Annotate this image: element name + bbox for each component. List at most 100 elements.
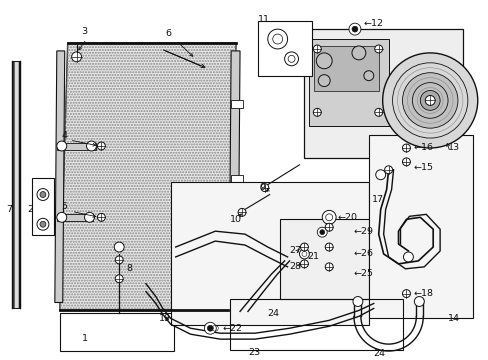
Circle shape	[319, 230, 324, 235]
Circle shape	[299, 249, 309, 259]
Circle shape	[325, 223, 332, 231]
Text: 24: 24	[373, 348, 385, 357]
Text: 24: 24	[267, 309, 279, 318]
Circle shape	[57, 212, 66, 222]
Circle shape	[384, 166, 392, 174]
Text: ←29: ←29	[353, 227, 373, 236]
Circle shape	[300, 260, 308, 268]
Circle shape	[238, 208, 245, 216]
Bar	[279, 219, 368, 298]
Bar	[32, 178, 54, 235]
Circle shape	[37, 218, 49, 230]
Polygon shape	[55, 51, 64, 302]
Circle shape	[374, 45, 382, 53]
Circle shape	[402, 144, 409, 152]
Circle shape	[374, 108, 382, 116]
Text: 5: 5	[61, 202, 68, 211]
Circle shape	[84, 212, 94, 222]
Circle shape	[313, 45, 321, 53]
Polygon shape	[314, 46, 378, 90]
Text: 27: 27	[289, 247, 301, 256]
Circle shape	[72, 52, 81, 62]
Polygon shape	[57, 214, 93, 221]
Text: ←20: ←20	[336, 213, 356, 222]
Circle shape	[115, 275, 123, 283]
Bar	[368, 135, 472, 318]
Bar	[257, 21, 312, 76]
Text: ←12: ←12	[363, 19, 383, 28]
Text: 7: 7	[6, 205, 12, 214]
Circle shape	[284, 52, 298, 66]
Circle shape	[57, 141, 66, 151]
Text: 2: 2	[27, 205, 33, 214]
Circle shape	[37, 189, 49, 201]
Circle shape	[348, 23, 360, 35]
Circle shape	[363, 71, 373, 81]
Circle shape	[97, 142, 105, 150]
Polygon shape	[12, 61, 20, 309]
Circle shape	[313, 108, 321, 116]
Text: 14: 14	[447, 314, 459, 323]
Circle shape	[318, 75, 329, 86]
Text: 19: 19	[159, 314, 170, 323]
Circle shape	[267, 29, 287, 49]
Circle shape	[97, 213, 105, 221]
Circle shape	[375, 170, 385, 180]
Polygon shape	[57, 143, 96, 150]
Text: 9: 9	[259, 183, 265, 192]
Polygon shape	[229, 51, 240, 302]
Text: 4: 4	[61, 131, 68, 140]
Circle shape	[317, 227, 326, 237]
Circle shape	[204, 322, 216, 334]
Circle shape	[425, 95, 434, 105]
Text: 23: 23	[247, 347, 260, 356]
Circle shape	[403, 252, 412, 262]
Bar	[230, 298, 403, 350]
Circle shape	[352, 297, 362, 306]
Text: 28: 28	[289, 262, 301, 271]
Bar	[231, 175, 243, 183]
Polygon shape	[60, 43, 236, 310]
Circle shape	[86, 141, 96, 151]
Text: ←15: ←15	[412, 163, 432, 172]
Bar	[231, 100, 243, 108]
Text: ←16: ←16	[412, 144, 432, 153]
Bar	[309, 39, 388, 126]
Bar	[304, 29, 462, 158]
Text: 6: 6	[165, 28, 171, 37]
Bar	[231, 249, 243, 257]
Circle shape	[413, 297, 424, 306]
Bar	[170, 182, 368, 325]
Circle shape	[207, 325, 213, 331]
Circle shape	[402, 73, 457, 128]
Text: 11: 11	[257, 15, 269, 24]
Circle shape	[322, 210, 335, 224]
Circle shape	[316, 53, 331, 69]
Text: 8: 8	[126, 264, 132, 273]
Circle shape	[420, 90, 439, 111]
Circle shape	[325, 243, 332, 251]
Bar	[60, 314, 173, 351]
Circle shape	[402, 289, 409, 298]
Circle shape	[325, 263, 332, 271]
Circle shape	[382, 53, 477, 148]
Circle shape	[40, 221, 46, 227]
Circle shape	[402, 158, 409, 166]
Text: ←22: ←22	[222, 324, 242, 333]
Circle shape	[114, 242, 124, 252]
Text: 13: 13	[447, 144, 459, 153]
Circle shape	[351, 46, 365, 60]
Circle shape	[115, 256, 123, 264]
Text: 3: 3	[81, 27, 87, 36]
Text: 1: 1	[81, 334, 87, 343]
Text: ←26: ←26	[353, 249, 373, 258]
Circle shape	[351, 26, 357, 32]
Circle shape	[260, 184, 268, 192]
Text: 17: 17	[371, 195, 383, 204]
Text: 21: 21	[307, 252, 319, 261]
Text: 10: 10	[230, 215, 242, 224]
Text: ←18: ←18	[412, 289, 432, 298]
Text: ←25: ←25	[353, 269, 373, 278]
Circle shape	[40, 192, 46, 198]
Circle shape	[300, 243, 308, 251]
